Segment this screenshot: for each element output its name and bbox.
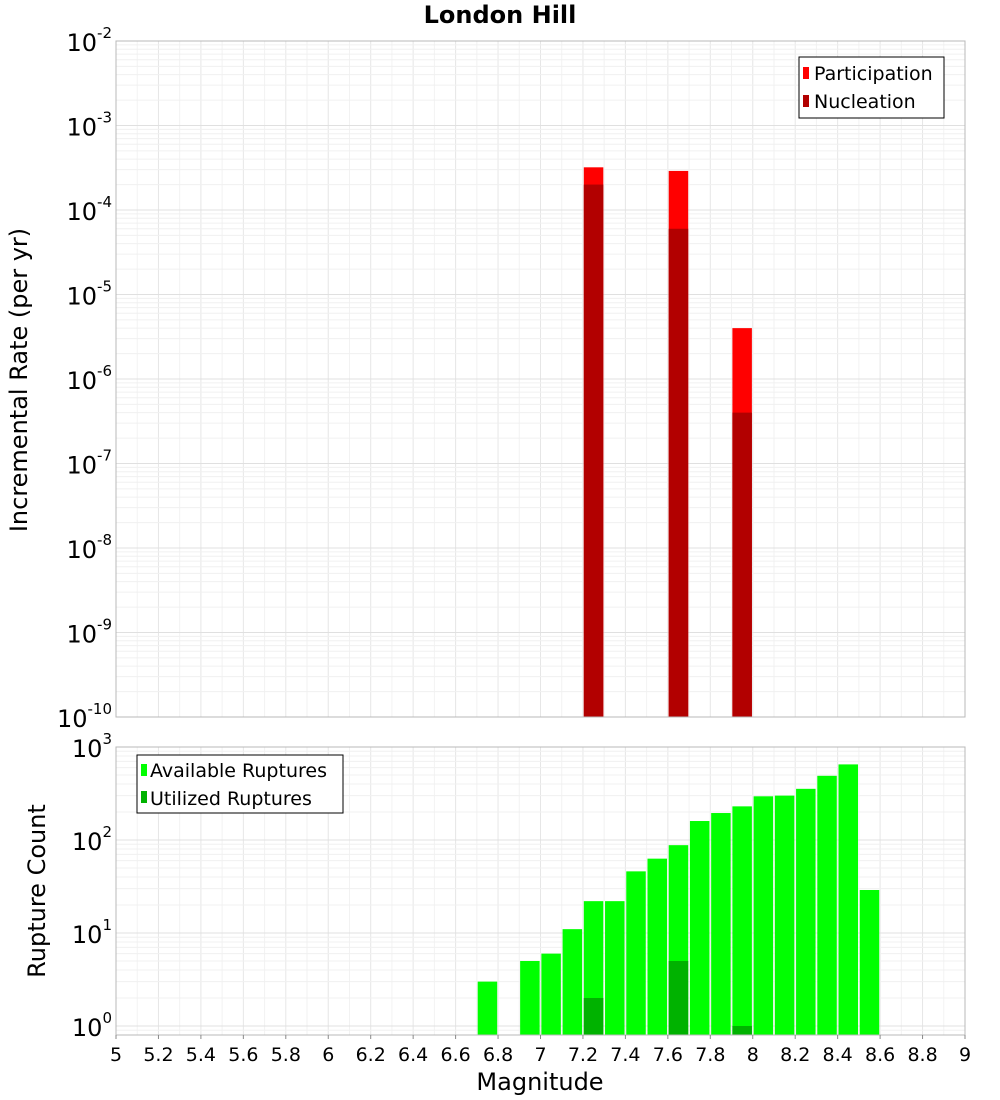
top-bars bbox=[583, 167, 752, 717]
bottom-bar-a bbox=[817, 775, 837, 1035]
top-legend: Participation Nucleation bbox=[798, 56, 945, 119]
top-ytick-label: 10-3 bbox=[66, 109, 112, 142]
x-tick-label: 6.4 bbox=[398, 1044, 428, 1066]
x-tick-label: 5.8 bbox=[271, 1044, 301, 1066]
x-tick-label: 6.8 bbox=[483, 1044, 513, 1066]
x-tick-label: 8.2 bbox=[780, 1044, 810, 1066]
bottom-bar-b bbox=[583, 997, 604, 1035]
bottom-bar-a bbox=[541, 953, 561, 1035]
bottom-bar-a bbox=[520, 960, 540, 1035]
bottom-bar-b bbox=[668, 960, 689, 1035]
top-ytick-label: 10-10 bbox=[57, 700, 112, 733]
legend-swatch-available bbox=[141, 764, 147, 776]
chart-title: London Hill bbox=[424, 1, 577, 29]
top-plot-frame bbox=[115, 40, 966, 718]
bottom-bar-a bbox=[753, 796, 774, 1035]
top-y-axis-label: Incremental Rate (per yr) bbox=[5, 228, 33, 532]
bottom-bar-a bbox=[647, 858, 667, 1035]
top-ytick-label: 10-7 bbox=[66, 447, 112, 480]
top-grid bbox=[115, 40, 966, 718]
top-ytick-label: 10-2 bbox=[66, 24, 112, 57]
legend-swatch-nucleation bbox=[803, 95, 809, 107]
bottom-bar-a bbox=[774, 795, 795, 1035]
x-tick-label: 7.2 bbox=[568, 1044, 598, 1066]
bottom-y-axis-label: Rupture Count bbox=[23, 804, 51, 978]
bottom-ytick-label: 101 bbox=[72, 916, 112, 949]
bottom-legend-box bbox=[136, 754, 344, 814]
top-y-ticks: 10-10 10-9 10-8 10-7 10-6 10-5 10-4 10-3 10-2 bbox=[57, 24, 112, 733]
legend-swatch-utilized bbox=[141, 791, 147, 803]
x-tick-label: 7.8 bbox=[695, 1044, 725, 1066]
x-tick-label: 8.4 bbox=[823, 1044, 853, 1066]
top-bar-b bbox=[732, 412, 752, 717]
x-axis-label: Magnitude bbox=[476, 1068, 603, 1096]
x-tick-label: 5.6 bbox=[228, 1044, 258, 1066]
bottom-bar-a bbox=[796, 788, 816, 1035]
bottom-bar-b bbox=[732, 1025, 752, 1035]
legend-label-available: Available Ruptures bbox=[150, 760, 327, 782]
x-tick-label: 8.6 bbox=[865, 1044, 895, 1066]
bottom-bar-a bbox=[562, 929, 583, 1035]
legend-label-participation: Participation bbox=[814, 63, 933, 85]
top-ytick-label: 10-4 bbox=[66, 193, 112, 226]
bottom-bar-a bbox=[477, 981, 498, 1035]
x-tick-label: 6.6 bbox=[440, 1044, 470, 1066]
bottom-ytick-label: 100 bbox=[72, 1009, 112, 1042]
top-bar-b bbox=[668, 228, 689, 717]
bottom-bar-a bbox=[732, 806, 752, 1035]
top-legend-box bbox=[798, 56, 945, 119]
bottom-bar-a bbox=[689, 821, 710, 1035]
legend-label-utilized: Utilized Ruptures bbox=[150, 788, 312, 810]
x-tick-label: 9 bbox=[959, 1044, 971, 1066]
x-tick-label: 7.4 bbox=[610, 1044, 640, 1066]
bottom-bar-a bbox=[711, 813, 731, 1035]
bottom-bar-a bbox=[626, 871, 646, 1035]
x-tick-label: 8 bbox=[747, 1044, 759, 1066]
x-tick-label: 6 bbox=[322, 1044, 334, 1066]
bottom-bars bbox=[477, 764, 880, 1035]
top-ytick-label: 10-9 bbox=[66, 616, 112, 649]
bottom-x-ticks: 5 5.2 5.4 5.6 5.8 6 6.2 6.4 6.6 6.8 7 7.2 7.4 7.6 7.8 8… bbox=[110, 1035, 971, 1066]
bottom-panel: 100 101 102 103 5 5.2 5.4 5.6 5.8 6 6.2 6.4 6.6 6.8 7… bbox=[23, 730, 971, 1096]
legend-label-nucleation: Nucleation bbox=[814, 91, 916, 113]
x-tick-label: 7.6 bbox=[653, 1044, 683, 1066]
bottom-bar-a bbox=[605, 901, 625, 1035]
bottom-legend: Available Ruptures Utilized Ruptures bbox=[136, 754, 344, 814]
top-ytick-label: 10-6 bbox=[66, 362, 112, 395]
bottom-y-ticks: 100 101 102 103 bbox=[72, 730, 112, 1042]
bottom-bar-a bbox=[859, 889, 880, 1035]
top-panel: 10-10 10-9 10-8 10-7 10-6 10-5 10-4 10-3 10-2 In… bbox=[5, 24, 966, 733]
x-tick-label: 7 bbox=[534, 1044, 546, 1066]
bottom-ytick-label: 103 bbox=[72, 730, 112, 763]
legend-swatch-participation bbox=[803, 67, 809, 79]
x-tick-label: 6.2 bbox=[356, 1044, 386, 1066]
top-ytick-label: 10-8 bbox=[66, 531, 112, 564]
top-bar-b bbox=[583, 184, 604, 717]
bottom-ytick-label: 102 bbox=[72, 823, 112, 856]
x-tick-label: 5 bbox=[110, 1044, 122, 1066]
top-ytick-label: 10-5 bbox=[66, 278, 112, 311]
x-tick-label: 5.2 bbox=[143, 1044, 173, 1066]
x-tick-label: 8.8 bbox=[907, 1044, 937, 1066]
x-tick-label: 5.4 bbox=[186, 1044, 216, 1066]
bottom-bar-a bbox=[838, 764, 859, 1035]
